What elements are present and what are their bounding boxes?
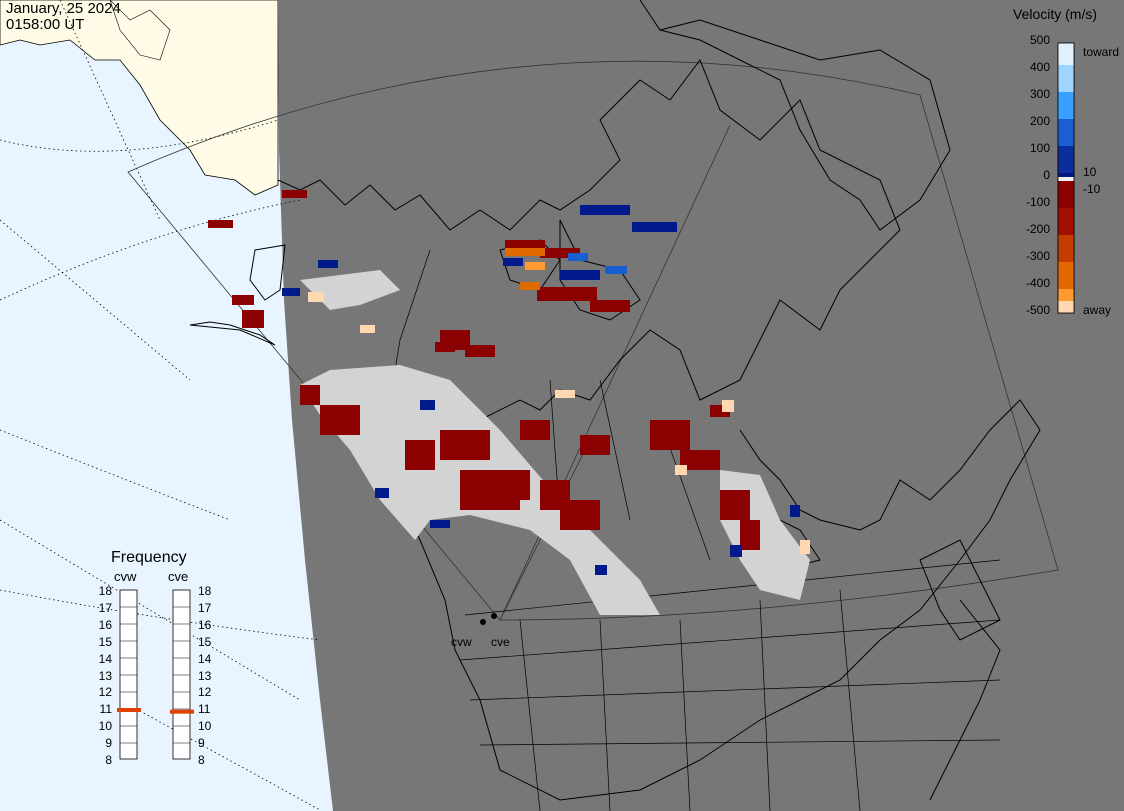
velocity-tick: -400 (1025, 276, 1050, 290)
frequency-tick-cvw: 18 (98, 584, 112, 598)
time-label: 0158:00 UT (6, 16, 85, 33)
frequency-tick-cvw: 16 (98, 617, 112, 632)
shaded-region (278, 0, 1124, 811)
frequency-tick-cve: 12 (198, 685, 212, 700)
velocity-tick: 300 (1029, 87, 1050, 101)
lat-lon-grid (0, 0, 321, 811)
velocity-tick: 0 (1043, 168, 1050, 182)
frequency-tick-cve: 10 (198, 719, 212, 734)
frequency-title: Frequency (111, 549, 187, 566)
velocity-tick: -100 (1025, 195, 1050, 209)
frequency-tick-cve: 15 (198, 634, 212, 649)
date-label: January, 25 2024 (6, 0, 121, 17)
frequency-tick-cvw: 11 (99, 702, 112, 717)
frequency-tick-cve: 18 (198, 584, 212, 598)
frequency-tick-cvw: 10 (98, 719, 112, 734)
frequency-tick-cve: 9 (198, 736, 205, 751)
radar-label-cvw: cvw (114, 569, 137, 584)
frequency-tick-cve: 17 (198, 600, 212, 615)
frequency-tick-cvw: 8 (105, 753, 112, 767)
velocity-tick: -500 (1025, 303, 1050, 317)
away-velocity-cells (208, 190, 760, 550)
frequency-bars (117, 589, 194, 760)
velocity-tick: 100 (1029, 141, 1050, 155)
velocity-tick: -300 (1025, 249, 1050, 263)
velocity-tick: 500 (1029, 33, 1050, 47)
velocity-colorbar (1057, 42, 1075, 314)
velocity-tick: 200 (1029, 114, 1050, 128)
frequency-tick-cve: 14 (198, 651, 212, 666)
velocity-tick: 400 (1029, 60, 1050, 74)
velocity-inner-tick: -10 (1083, 182, 1101, 196)
away-fast-cells (505, 248, 545, 290)
frequency-tick-cve: 8 (198, 753, 205, 767)
outside-landmass (0, 0, 279, 196)
velocity-tick: -200 (1025, 222, 1050, 236)
frequency-tick-cvw: 12 (98, 685, 112, 700)
toward-medium-cells (568, 253, 627, 274)
frequency-tick-cvw: 15 (98, 634, 112, 649)
radar-sites (480, 613, 497, 625)
velocity-title: Velocity (m/s) (1013, 6, 1098, 22)
site-label-cvw: cvw (451, 635, 472, 649)
velocity-inner-tick: 10 (1083, 165, 1097, 179)
cvw-frequency-marker (117, 707, 141, 712)
frequency-tick-cvw: 9 (105, 736, 112, 751)
toward-velocity-cells (282, 205, 800, 575)
frequency-tick-cve: 13 (198, 668, 212, 683)
frequency-tick-cvw: 13 (98, 668, 112, 683)
away-label: away (1083, 303, 1112, 317)
away-faster-cells (525, 262, 545, 270)
frequency-tick-cvw: 14 (98, 651, 112, 666)
site-label-cve: cve (491, 635, 510, 649)
cve-frequency-marker (170, 709, 194, 714)
radar-label-cve: cve (168, 569, 189, 584)
toward-label: toward (1083, 45, 1120, 59)
coastline (109, 0, 171, 61)
away-fastest-cells (308, 292, 810, 554)
frequency-tick-cve: 11 (198, 702, 211, 717)
frequency-tick-cvw: 17 (98, 600, 112, 615)
frequency-tick-cve: 16 (198, 617, 212, 632)
